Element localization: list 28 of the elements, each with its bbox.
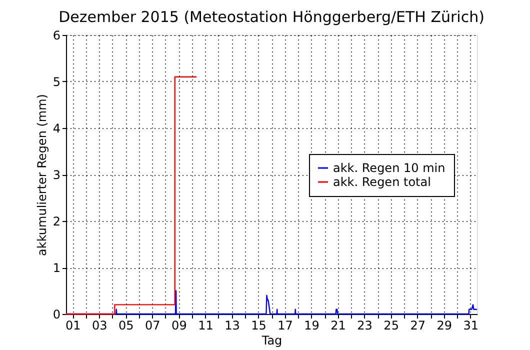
x-tick-label: 15 [251, 318, 266, 332]
x-tick-label: 23 [357, 318, 372, 332]
y-tick-label: 3 [52, 168, 60, 182]
y-tick-label: 5 [52, 75, 60, 89]
x-tick-label: 11 [198, 318, 214, 332]
x-axis-title: Tag [260, 334, 282, 348]
x-tick-label: 25 [384, 318, 399, 332]
x-tick-label: 05 [118, 318, 134, 332]
y-tick-label: 0 [52, 308, 60, 322]
x-tick-label: 19 [304, 318, 320, 332]
x-tick-label: 17 [278, 318, 293, 332]
y-axis-title: akkumulierter Regen (mm) [34, 94, 49, 256]
x-tick-label: 27 [410, 318, 426, 332]
x-tick-label: 29 [436, 318, 452, 332]
x-tick-label: 21 [330, 318, 346, 332]
x-tick-label: 13 [224, 318, 240, 332]
x-tick-label: 07 [145, 318, 160, 332]
chart-title: Dezember 2015 (Meteostation Hönggerberg/ETH Zürich) [58, 8, 484, 26]
x-tick-label: 31 [463, 318, 479, 332]
y-tick-label: 2 [52, 214, 60, 228]
legend-label: akk. Regen total [333, 175, 431, 189]
x-tick-label: 09 [172, 318, 187, 332]
x-tick-label: 03 [92, 318, 108, 332]
x-tick-label: 01 [65, 318, 81, 332]
y-tick-label: 4 [52, 122, 60, 136]
legend-label: akk. Regen 10 min [333, 161, 446, 175]
y-tick-label: 1 [52, 261, 60, 275]
y-tick-label: 6 [52, 28, 60, 42]
